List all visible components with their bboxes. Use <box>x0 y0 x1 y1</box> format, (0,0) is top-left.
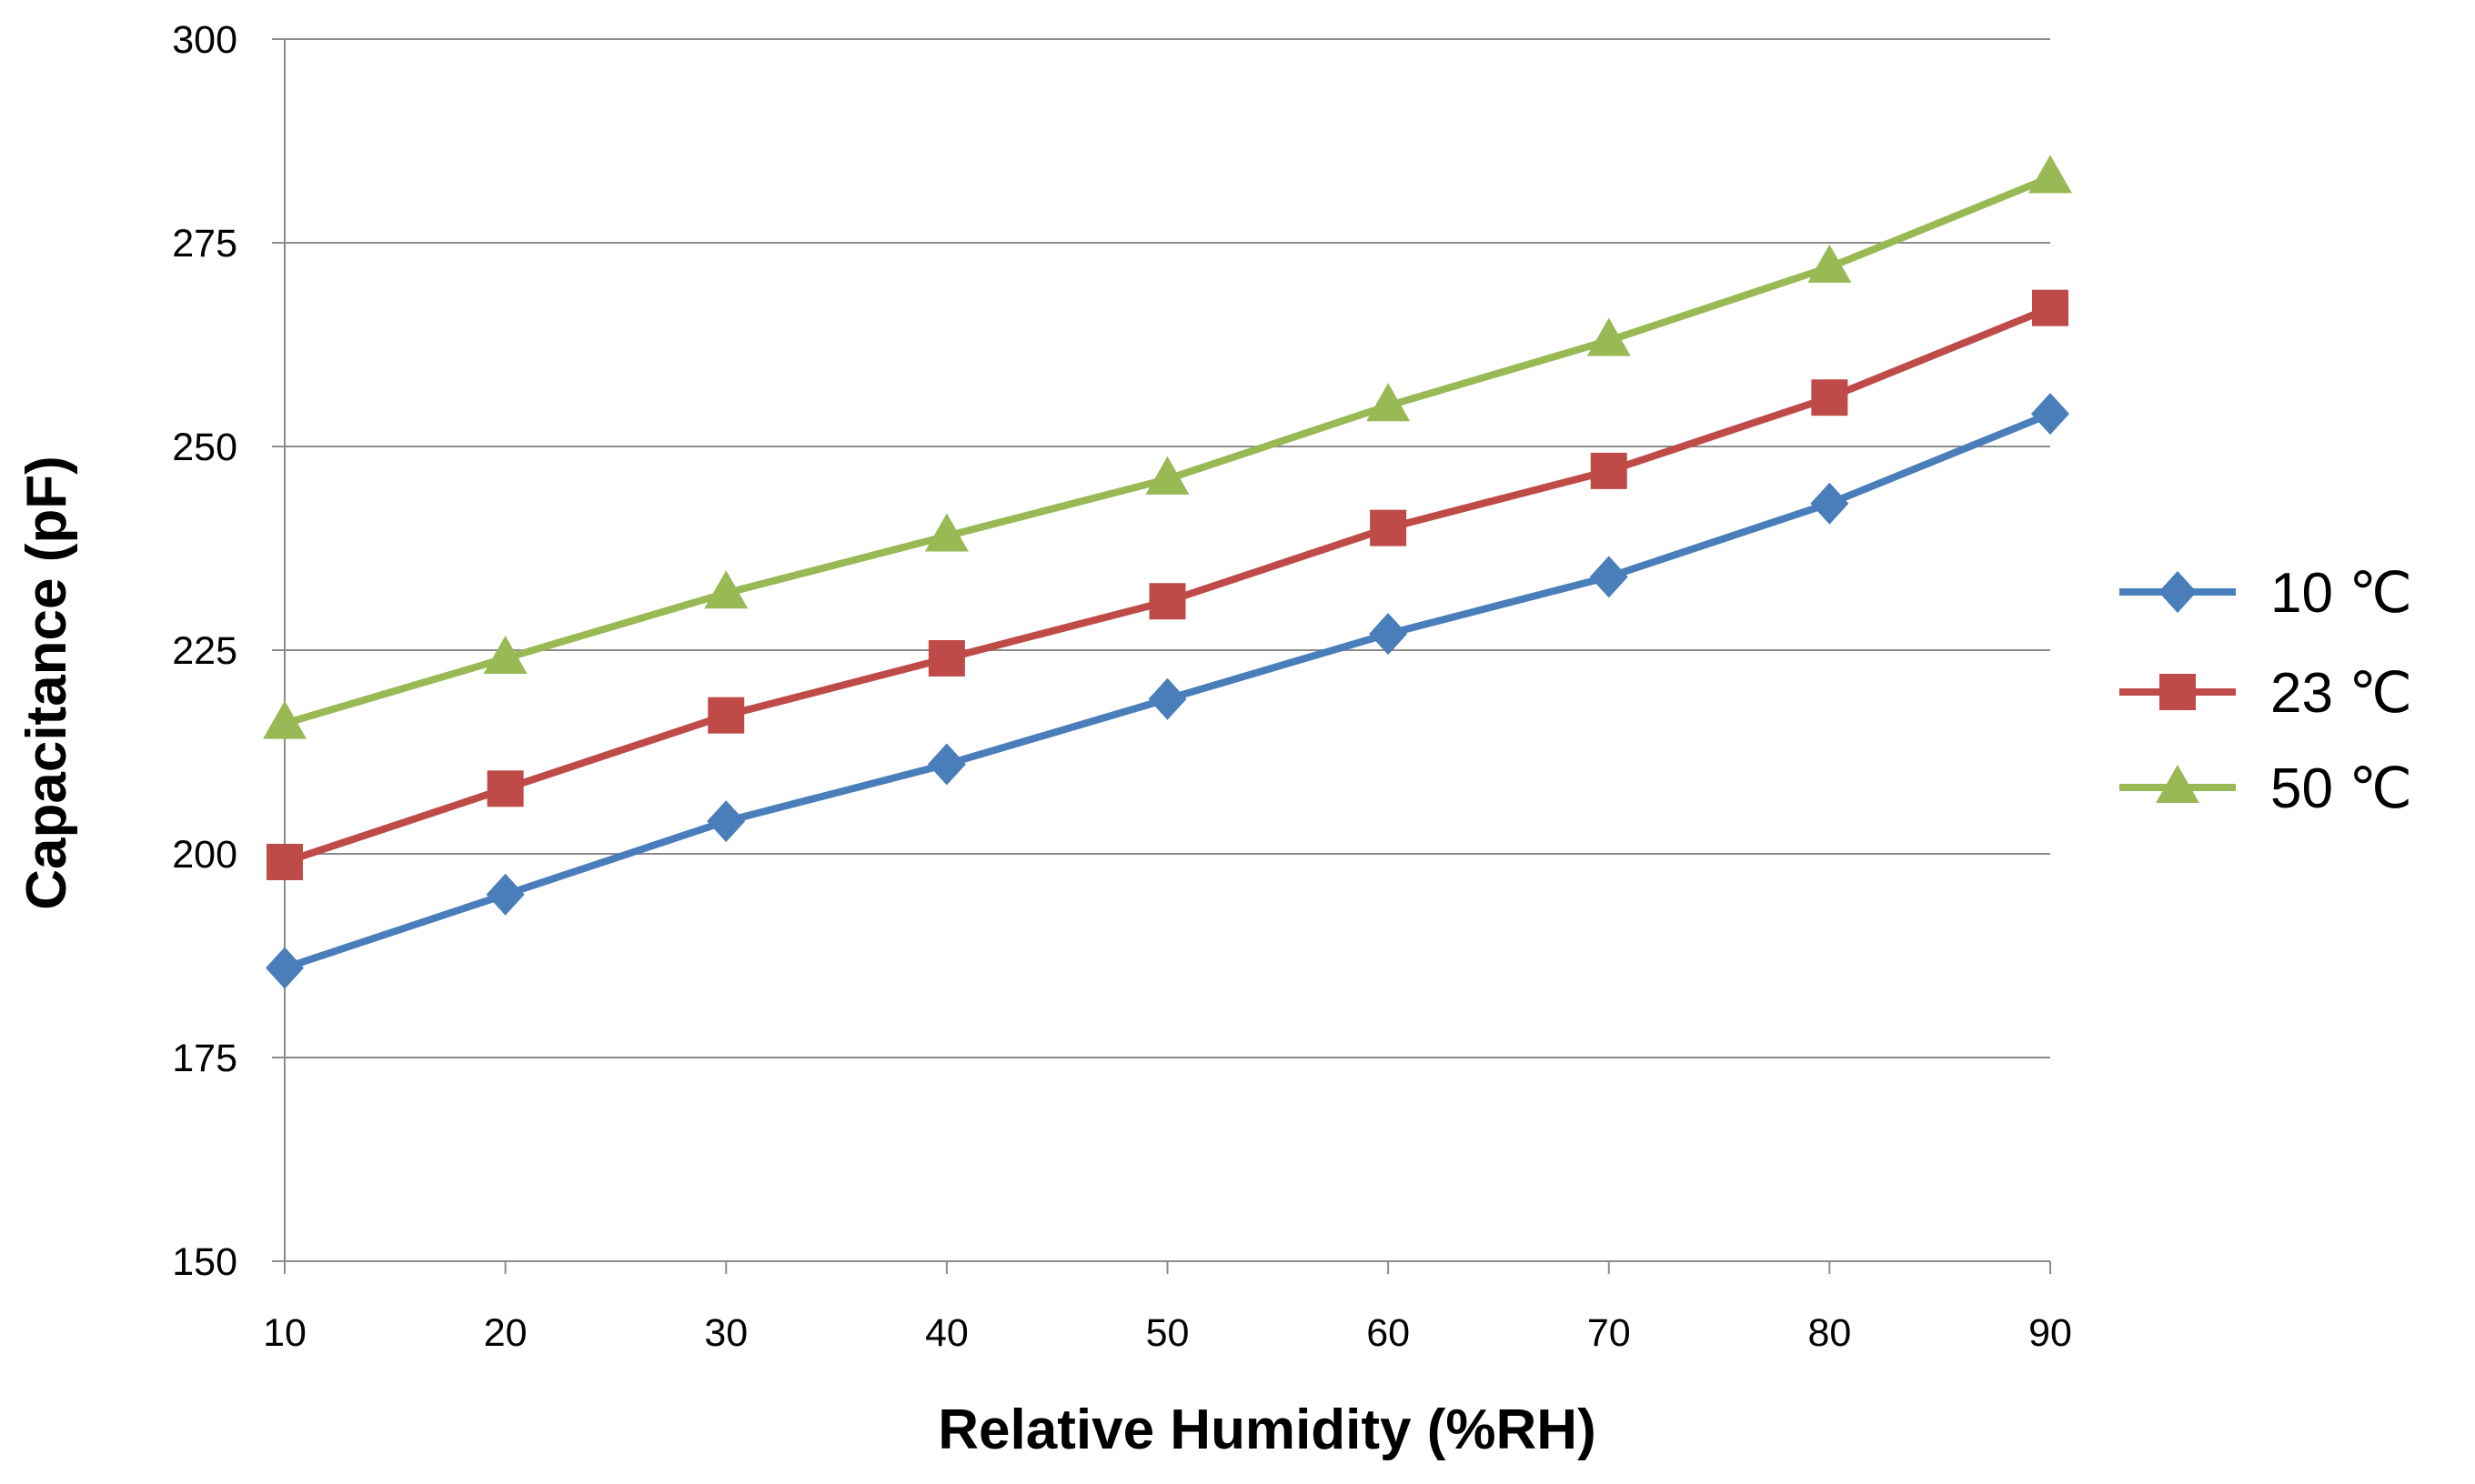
legend-label: 50 ℃ <box>2270 757 2412 820</box>
y-tick-label: 200 <box>172 833 237 877</box>
legend-label: 23 ℃ <box>2270 662 2412 725</box>
gridlines <box>285 38 2050 1058</box>
axes <box>272 38 2051 1274</box>
x-tick-label: 70 <box>1587 1311 1631 1355</box>
data-point <box>487 770 524 807</box>
legend-item: 50 ℃ <box>2119 757 2412 820</box>
legend-marker <box>2156 765 2199 803</box>
x-tick-label: 10 <box>263 1311 307 1355</box>
data-point <box>267 843 303 880</box>
data-point <box>1370 509 1407 546</box>
x-axis-title: Relative Humidity (%RH) <box>938 1399 1595 1461</box>
tick-labels: 150 175 200 225 250 275 300 10 20 30 40 50 60 70 80 90 <box>172 18 2072 1355</box>
x-tick-label: 50 <box>1146 1311 1190 1355</box>
legend-marker <box>2159 674 2196 710</box>
y-tick-label: 250 <box>172 426 237 469</box>
legend-marker <box>2158 571 2197 613</box>
data-markers <box>263 155 2072 989</box>
data-point <box>927 743 966 786</box>
y-tick-label: 300 <box>172 18 237 62</box>
data-point <box>1807 244 1852 283</box>
y-axis-title: Capacitance (pF) <box>15 456 78 910</box>
data-point <box>1586 317 1631 356</box>
data-point <box>924 513 969 552</box>
y-tick-label: 225 <box>172 629 237 673</box>
data-point <box>2028 155 2072 194</box>
data-point <box>1149 583 1186 620</box>
data-point <box>1589 556 1628 598</box>
data-point <box>704 570 749 609</box>
y-tick-label: 275 <box>172 222 237 266</box>
data-point <box>483 635 528 674</box>
data-point <box>1810 482 1849 525</box>
legend-label: 10 ℃ <box>2270 562 2412 625</box>
data-point <box>1148 677 1187 720</box>
x-tick-label: 80 <box>1807 1311 1851 1355</box>
x-tick-label: 30 <box>704 1311 748 1355</box>
data-point <box>708 697 745 734</box>
x-tick-label: 90 <box>2028 1311 2072 1355</box>
x-tick-label: 60 <box>1366 1311 1410 1355</box>
data-point <box>928 639 965 677</box>
legend-item: 23 ℃ <box>2119 662 2412 725</box>
data-point <box>1145 456 1190 495</box>
series-lines <box>281 174 2054 972</box>
data-point <box>266 947 304 989</box>
legend: 10 ℃ 23 ℃ 50 ℃ <box>2119 562 2412 820</box>
x-tick-label: 40 <box>925 1311 969 1355</box>
data-point <box>1369 613 1408 656</box>
data-point <box>707 800 746 843</box>
data-point <box>2031 393 2069 436</box>
y-tick-label: 175 <box>172 1037 237 1080</box>
y-tick-label: 150 <box>172 1240 237 1284</box>
data-point <box>1366 383 1411 422</box>
data-point <box>263 700 307 739</box>
data-point <box>1811 379 1848 416</box>
x-tick-label: 20 <box>484 1311 528 1355</box>
series-line-3 <box>281 174 2054 727</box>
legend-item: 10 ℃ <box>2119 562 2412 625</box>
data-point <box>486 873 525 916</box>
data-point <box>2032 289 2068 326</box>
data-point <box>1590 452 1627 489</box>
